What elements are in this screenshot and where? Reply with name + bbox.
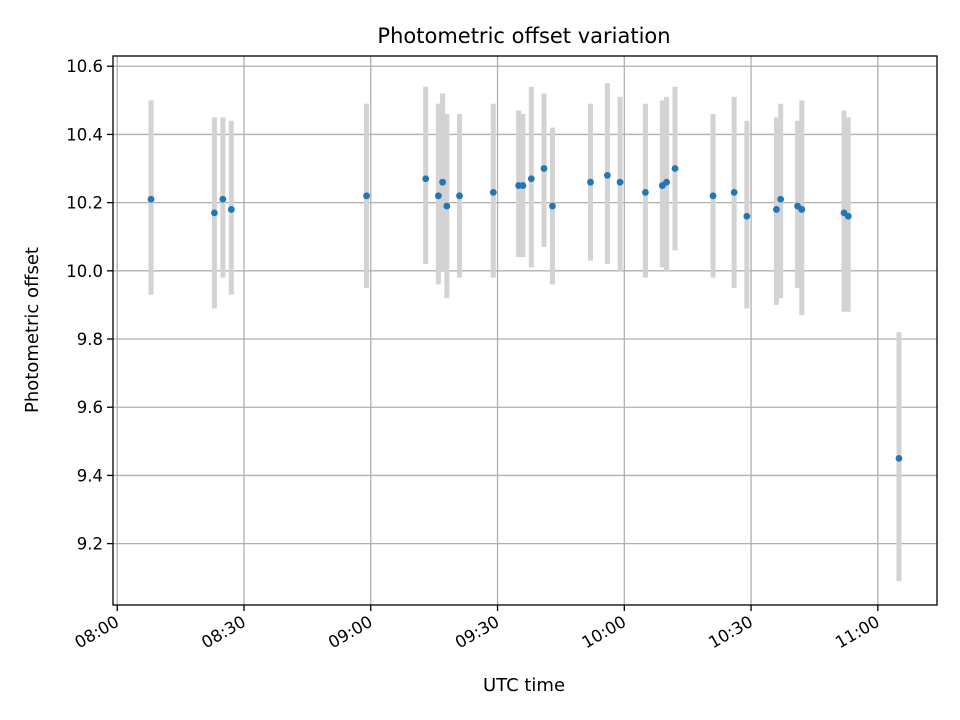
chart-title: Photometric offset variation xyxy=(377,24,670,48)
y-tick-label: 10.2 xyxy=(66,194,103,213)
x-tick-label: 09:30 xyxy=(452,612,503,652)
data-point xyxy=(147,195,155,203)
y-axis-label: Photometric offset xyxy=(22,247,43,413)
data-point xyxy=(895,454,903,462)
y-tick-label: 9.6 xyxy=(77,398,103,417)
data-point xyxy=(434,192,442,200)
data-point xyxy=(456,192,463,200)
data-point xyxy=(549,202,556,210)
x-axis-label: UTC time xyxy=(483,675,565,696)
x-tick-label: 08:00 xyxy=(72,612,123,652)
y-tick-label: 9.4 xyxy=(77,466,103,485)
plot-frame xyxy=(112,55,938,606)
data-point xyxy=(642,188,649,196)
data-point xyxy=(773,206,780,213)
y-tick-label: 10.0 xyxy=(66,262,103,281)
data-point xyxy=(211,209,218,217)
x-tick-label: 10:30 xyxy=(705,612,756,652)
data-point xyxy=(730,188,738,196)
data-point xyxy=(363,192,370,200)
data-point xyxy=(587,178,594,186)
y-axis-ticks: 9.2 9.4 9.6 9.8 10.0 10.2 10.4 10.6 xyxy=(66,57,113,554)
y-tick-label: 9.8 xyxy=(77,330,103,349)
data-point xyxy=(616,178,624,186)
x-axis-ticks: 08:00 08:30 09:00 09:30 10:00 10:30 11:00 xyxy=(72,605,883,652)
y-tick-label: 9.2 xyxy=(77,535,103,554)
data-point xyxy=(489,188,497,196)
x-tick-label: 10:00 xyxy=(579,612,630,652)
data-point xyxy=(219,195,227,203)
data-point xyxy=(227,206,235,213)
data-point xyxy=(604,171,611,179)
data-point xyxy=(798,206,806,213)
y-tick-label: 10.6 xyxy=(66,57,103,76)
x-tick-label: 09:00 xyxy=(325,612,376,652)
x-tick-label: 11:00 xyxy=(832,612,883,652)
error-bars xyxy=(148,83,902,582)
data-point xyxy=(743,212,751,220)
data-point xyxy=(527,175,535,183)
data-point xyxy=(439,178,446,186)
data-point xyxy=(663,178,670,186)
y-tick-label: 10.4 xyxy=(66,125,103,144)
data-points xyxy=(147,165,903,462)
data-point xyxy=(422,175,430,183)
data-point xyxy=(519,182,527,189)
data-point xyxy=(777,195,785,203)
data-point xyxy=(844,212,852,220)
data-point xyxy=(443,202,451,210)
x-tick-label: 08:30 xyxy=(198,612,249,652)
data-point xyxy=(540,165,548,172)
data-point xyxy=(671,165,679,172)
data-point xyxy=(709,192,717,200)
